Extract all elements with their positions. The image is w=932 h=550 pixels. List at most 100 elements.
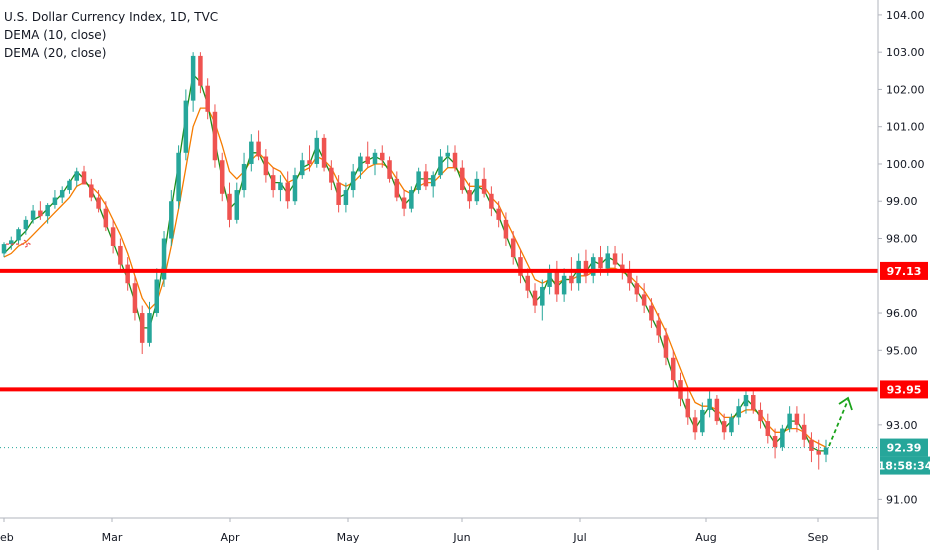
candle [52, 190, 58, 209]
candle [350, 163, 356, 198]
candle-body [249, 141, 254, 164]
candle [321, 134, 327, 172]
candle [45, 203, 50, 224]
candle-body [81, 171, 87, 185]
candle [23, 216, 29, 235]
candle-body [45, 204, 50, 217]
candle-body [147, 313, 152, 343]
candle [9, 236, 14, 250]
price-tick-label: 93.00 [886, 419, 918, 432]
candle [467, 182, 472, 209]
candle-body [809, 439, 814, 451]
candle-body [736, 406, 741, 418]
candle-body [612, 253, 618, 265]
candle [278, 175, 283, 202]
annotations: 92.39 18:58:34 [0, 239, 932, 475]
candle-body [336, 182, 341, 205]
candle [161, 231, 167, 287]
candle [445, 145, 450, 168]
level-tag-label: 97.13 [887, 265, 922, 278]
indicator-dema-10[interactable]: DEMA (10, close) [4, 28, 107, 42]
candle-body [474, 178, 480, 202]
candle [270, 167, 276, 198]
candle [540, 279, 545, 321]
candle [758, 402, 763, 429]
candle-body [190, 55, 196, 101]
candle [481, 167, 487, 198]
price-tick-label: 101.00 [886, 121, 925, 134]
candle-body [387, 160, 392, 179]
candle [532, 283, 538, 314]
candle [765, 413, 771, 444]
candle [219, 152, 225, 202]
candle [714, 395, 720, 425]
candle [38, 201, 43, 220]
candle [132, 275, 138, 321]
candle [176, 145, 181, 209]
candle-body [430, 175, 436, 187]
candle [198, 52, 203, 94]
candle-body [299, 160, 305, 176]
price-axis[interactable]: 104.00 103.00 102.00 101.00 100.00 99.00 98.00… [877, 0, 925, 550]
candle-body [467, 190, 472, 202]
candle-body [518, 257, 523, 276]
candle [118, 238, 123, 273]
candle [256, 130, 261, 161]
candle [190, 52, 196, 112]
candle-body [452, 152, 458, 168]
candle-body [663, 335, 669, 358]
candle-body [780, 428, 785, 448]
countdown-tag [880, 456, 930, 475]
chart-legend: U.S. Dollar Currency Index, 1D, TVC DEMA… [4, 8, 218, 62]
price-tick-label: 100.00 [886, 158, 925, 171]
time-axis[interactable]: Feb Mar Apr May Jun Jul Aug Sep [0, 517, 878, 544]
candle-body [758, 409, 763, 422]
candle-body [118, 245, 123, 265]
candle [583, 249, 589, 284]
candle-body [641, 294, 647, 306]
candle-body [729, 417, 734, 433]
candle [510, 231, 516, 265]
candle-body [438, 156, 443, 176]
candle-body [634, 283, 640, 295]
candle [700, 402, 705, 437]
candle [823, 439, 829, 463]
candle-body [481, 178, 487, 194]
candle-body [139, 313, 145, 343]
candle [416, 167, 421, 194]
indicator-dema-20[interactable]: DEMA (20, close) [4, 46, 107, 60]
candle-body [132, 283, 138, 314]
candle-body [343, 190, 349, 205]
candle [670, 350, 676, 388]
candle-body [532, 290, 538, 306]
candle [641, 283, 647, 314]
time-tick-label: May [337, 531, 360, 544]
candle-body [700, 409, 705, 433]
candle-body [365, 156, 370, 164]
price-tick-label: 103.00 [886, 46, 925, 59]
candle-body [205, 85, 210, 112]
candle [234, 182, 240, 224]
candle [656, 313, 661, 343]
time-tick-label: Aug [695, 531, 716, 544]
candle [525, 268, 531, 299]
candle [365, 141, 370, 168]
candle [409, 186, 414, 213]
level-tag-label: 93.95 [887, 383, 922, 396]
candle-body [278, 182, 283, 191]
candle-body [103, 208, 109, 228]
candle-body [380, 152, 385, 161]
last-price-tag [880, 438, 928, 457]
candle-body [358, 156, 363, 172]
candle-body [125, 264, 130, 284]
candle [503, 212, 509, 246]
candle-body [692, 417, 698, 433]
candle-body [590, 257, 596, 276]
candle-body [561, 275, 567, 295]
candle-body [52, 197, 58, 205]
candle [801, 413, 807, 448]
candle-body [554, 272, 560, 295]
candle [103, 201, 109, 232]
